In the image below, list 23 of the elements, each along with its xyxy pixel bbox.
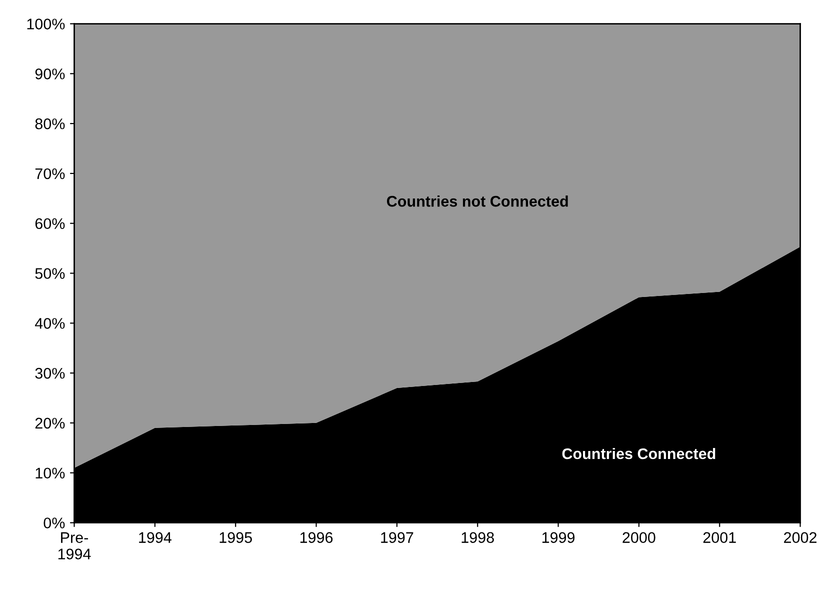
x-tick-label: 2002 [784,532,816,543]
x-tick-label: 2001 [703,532,736,543]
x-tick-label: 2000 [622,532,656,543]
series-label: Countries Connected [562,448,716,460]
y-tick-label: 50% [35,268,65,279]
y-tick-label: 100% [27,18,65,30]
x-tick-label: 1998 [462,532,494,543]
series-label: Countries not Connected [386,196,568,207]
y-tick-label: 30% [35,368,65,379]
x-tick-label: 1997 [381,532,414,543]
x-tick-label: Pre- 1994 [58,532,91,560]
y-tick-label: 40% [34,318,65,329]
y-tick-label: 20% [35,418,65,429]
y-tick-label: 0% [44,518,65,528]
y-tick-label: 80% [35,118,65,130]
x-tick-label: 1994 [139,532,172,543]
x-tick-label: 1996 [300,532,333,543]
y-tick-label: 10% [36,468,65,479]
y-tick-label: 70% [35,168,65,180]
x-tick-label: 1995 [220,532,252,543]
y-tick-label: 90% [35,68,65,80]
y-tick-label: 60% [35,218,65,230]
x-tick-label: 1999 [542,532,575,543]
